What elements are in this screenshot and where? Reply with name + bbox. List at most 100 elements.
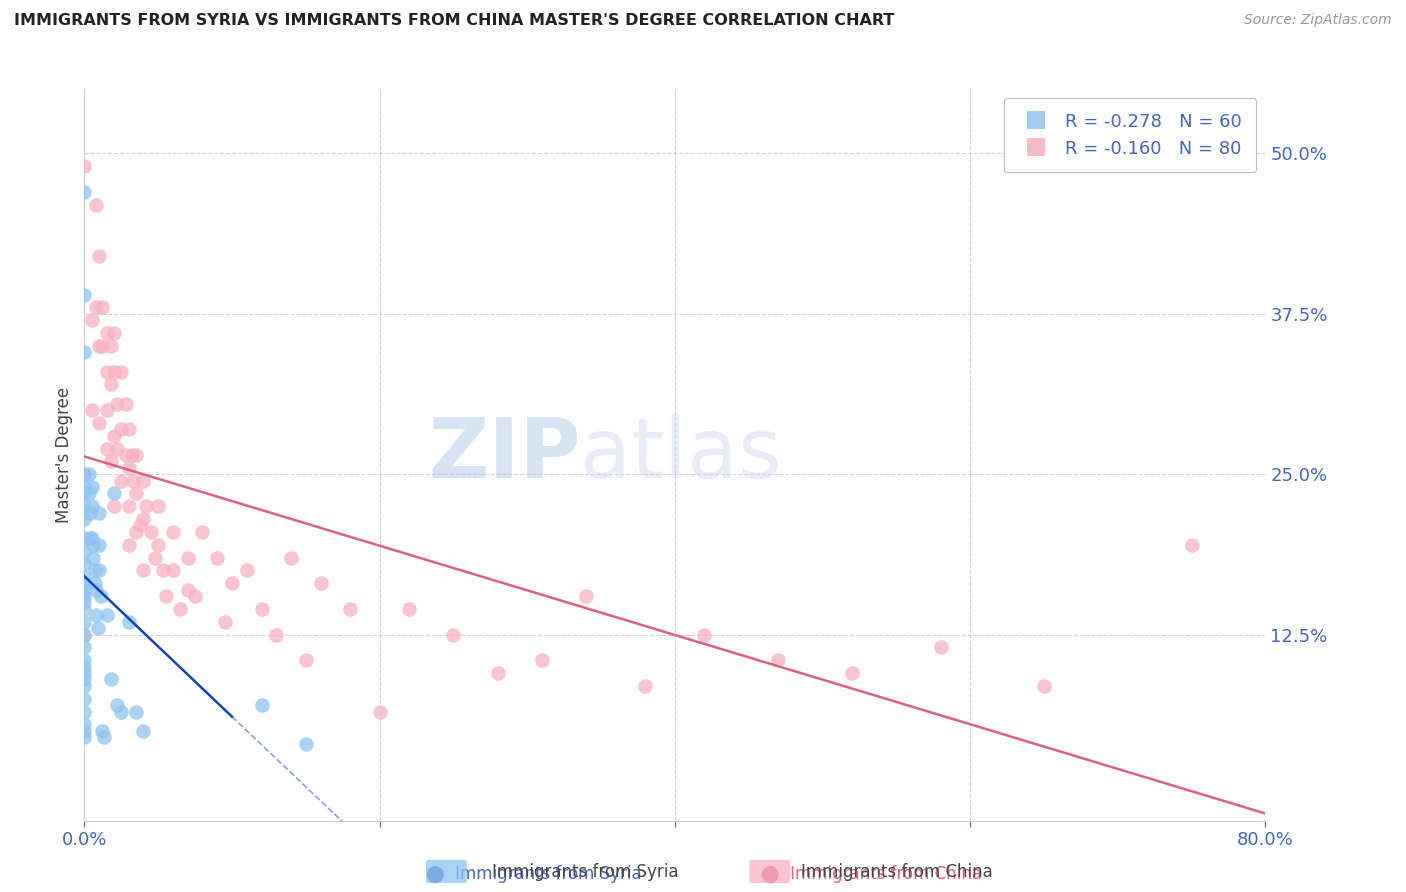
Point: [73, 659, 96, 673]
Point: [135, 500, 157, 514]
Point: [110, 705, 132, 719]
Point: [214, 615, 236, 629]
Point: [100, 339, 122, 353]
Point: [110, 364, 132, 378]
Point: [132, 474, 155, 488]
Point: [73, 345, 96, 359]
Point: [103, 428, 125, 442]
Point: [77, 467, 100, 482]
Point: [89, 416, 111, 430]
Point: [398, 602, 420, 616]
Point: [73, 673, 96, 687]
Point: [118, 460, 141, 475]
Point: [162, 563, 184, 577]
Point: [73, 287, 96, 301]
Point: [125, 486, 148, 500]
Point: [73, 691, 96, 706]
Point: [90, 589, 112, 603]
Point: [96, 326, 118, 340]
Text: Immigrants from Syria: Immigrants from Syria: [492, 863, 679, 881]
Point: [73, 480, 96, 494]
Point: [82, 550, 104, 565]
Point: [89, 538, 111, 552]
Point: [73, 640, 96, 655]
Point: [250, 698, 273, 713]
Point: [100, 673, 122, 687]
Point: [73, 185, 96, 199]
Point: [122, 474, 145, 488]
Point: [73, 486, 96, 500]
Point: [768, 653, 790, 667]
Text: Immigrants from China: Immigrants from China: [801, 863, 993, 881]
Point: [143, 550, 166, 565]
Point: [77, 486, 100, 500]
Legend: R = -0.278   N = 60, R = -0.160   N = 80: R = -0.278 N = 60, R = -0.160 N = 80: [1004, 98, 1257, 172]
Point: [118, 538, 141, 552]
Point: [309, 576, 332, 591]
Point: [634, 679, 657, 693]
Point: [368, 705, 391, 719]
Point: [105, 396, 128, 410]
Point: [169, 602, 191, 616]
Point: [80, 480, 103, 494]
Point: [96, 608, 118, 623]
Point: [205, 550, 228, 565]
Point: [155, 589, 177, 603]
Point: [73, 653, 96, 667]
Point: [125, 448, 148, 462]
Point: [73, 595, 96, 609]
Point: [295, 737, 318, 751]
Point: [1032, 679, 1054, 693]
Point: [73, 544, 96, 558]
Point: [184, 589, 207, 603]
Point: [84, 608, 107, 623]
Point: [73, 666, 96, 681]
Point: [73, 159, 96, 173]
Point: [73, 557, 96, 571]
Point: [91, 723, 114, 738]
Point: [841, 666, 863, 681]
Point: [73, 467, 96, 482]
Point: [89, 339, 111, 353]
Point: [73, 602, 96, 616]
Point: [250, 602, 273, 616]
Point: [73, 705, 96, 719]
Point: [132, 512, 155, 526]
Point: [693, 627, 716, 641]
Point: [264, 627, 288, 641]
Point: [73, 512, 96, 526]
Point: [152, 563, 174, 577]
Point: [91, 339, 114, 353]
Point: [83, 576, 105, 591]
Point: [110, 422, 132, 436]
Point: [73, 717, 96, 731]
Point: [73, 589, 96, 603]
Text: ZIP: ZIP: [427, 415, 581, 495]
Point: [929, 640, 952, 655]
Point: [177, 582, 200, 597]
Point: [89, 506, 111, 520]
Point: [73, 627, 96, 641]
Point: [96, 364, 118, 378]
Point: [139, 524, 162, 539]
Point: [114, 448, 136, 462]
Point: [132, 563, 155, 577]
Point: [295, 653, 318, 667]
Point: [73, 627, 96, 641]
Text: atlas: atlas: [581, 415, 782, 495]
Point: [91, 301, 114, 315]
Point: [96, 403, 118, 417]
Text: ⬤  Immigrants from China: ⬤ Immigrants from China: [761, 865, 983, 883]
Point: [80, 532, 103, 546]
Point: [73, 582, 96, 597]
Point: [73, 576, 96, 591]
Point: [103, 326, 125, 340]
Point: [148, 500, 170, 514]
Point: [125, 705, 148, 719]
Point: [103, 500, 125, 514]
Point: [118, 422, 141, 436]
Point: [110, 474, 132, 488]
Point: [73, 467, 96, 482]
Point: [84, 197, 107, 211]
Point: [486, 666, 509, 681]
